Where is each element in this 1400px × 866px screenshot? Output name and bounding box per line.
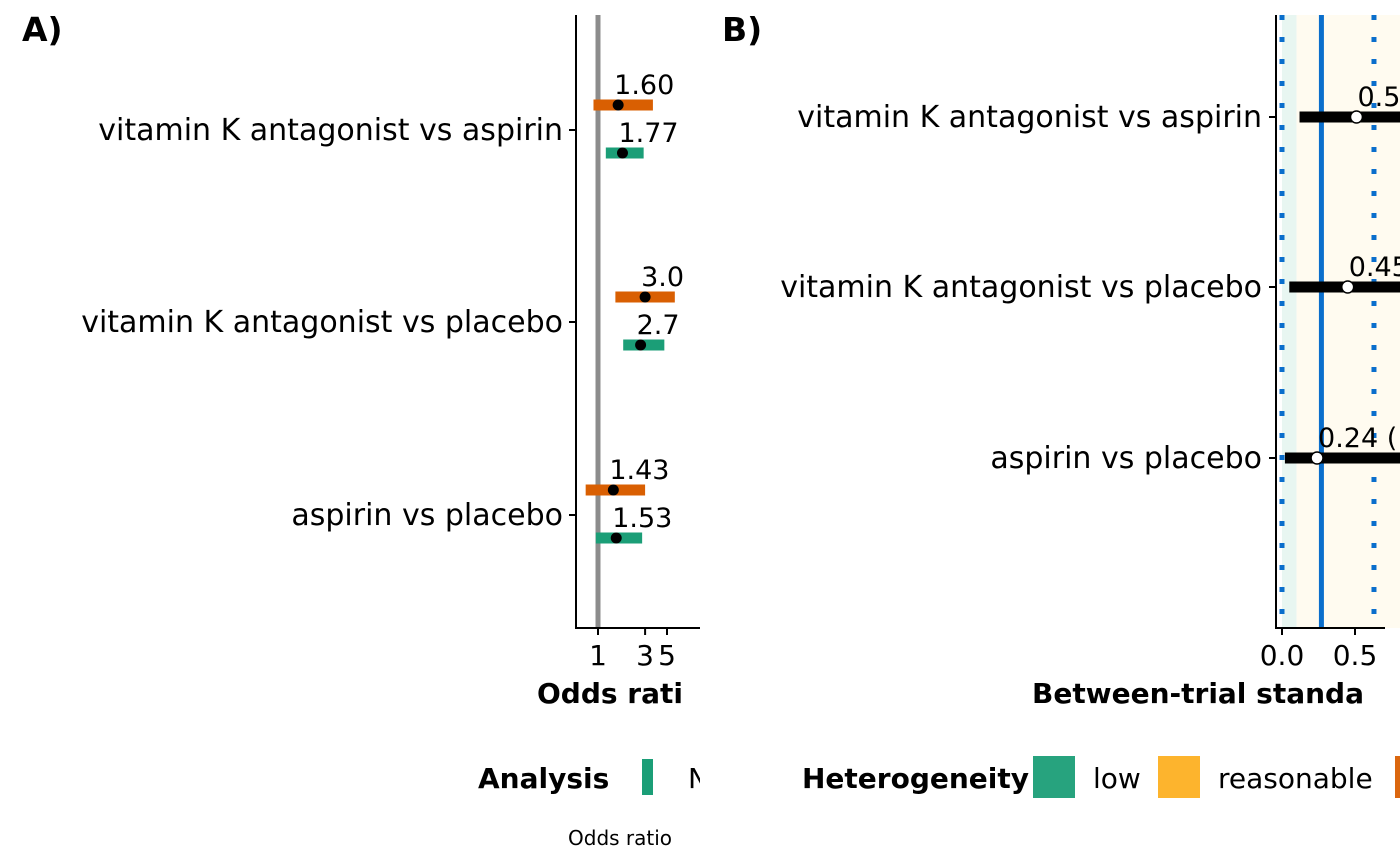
panel-a-label: A): [22, 10, 63, 49]
x-tick-label: 1: [589, 639, 607, 672]
estimate-label: 1.43: [609, 455, 669, 486]
legend-swatch: [642, 759, 653, 795]
estimate-label: 3.0: [641, 262, 684, 293]
y-tick-label: aspirin vs placebo: [291, 498, 563, 533]
x-tick-label: 3: [636, 639, 654, 672]
point-estimate: [1310, 451, 1324, 465]
y-tick-label: vitamin K antagonist vs aspirin: [797, 100, 1262, 135]
legend-title: Analysis: [478, 762, 609, 795]
legend-entry-label: N: [688, 762, 700, 795]
x-tick-label: 5: [658, 639, 676, 672]
estimate-label: 0.45: [1349, 252, 1400, 283]
estimate-label: 2.7: [637, 310, 680, 341]
heterogeneity-band: [1296, 15, 1355, 628]
estimate-label: 0.51: [1357, 82, 1400, 113]
point-estimate: [635, 339, 647, 351]
y-tick-label: vitamin K antagonist vs aspirin: [98, 113, 563, 148]
point-estimate: [639, 291, 651, 303]
x-axis-title: Between-trial standa: [1032, 677, 1364, 710]
legend-swatch: [1158, 756, 1200, 798]
legend-title: Heterogeneity: [802, 762, 1029, 795]
estimate-label: 1.53: [612, 503, 672, 534]
x-axis-title: Odds rati: [537, 677, 683, 710]
x-tick-label: 0.0: [1260, 639, 1305, 672]
point-estimate: [607, 484, 619, 496]
panel-a-chart: A) 1.60 3.0 1.43 1.77 2.7 1.53 vitamin K antago…: [22, 10, 700, 795]
legend-swatch: [1033, 756, 1075, 798]
point-estimate: [610, 532, 622, 544]
estimate-label: 1.60: [614, 70, 674, 101]
x-tick-label: 0.5: [1333, 639, 1378, 672]
figure-caption: Odds ratio: [568, 826, 673, 850]
heterogeneity-band: [1282, 15, 1297, 628]
legend-swatch: [1395, 756, 1400, 798]
y-tick-label: vitamin K antagonist vs placebo: [780, 270, 1262, 305]
point-estimate: [616, 147, 628, 159]
legend-entry-label: reasonable: [1218, 762, 1373, 795]
y-tick-label: vitamin K antagonist vs placebo: [81, 305, 563, 340]
legend-entry-label: low: [1093, 762, 1141, 795]
point-estimate: [1349, 110, 1364, 124]
y-tick-label: aspirin vs placebo: [990, 441, 1262, 476]
panel-b-label: B): [722, 10, 762, 49]
estimate-label: 1.77: [618, 118, 678, 149]
point-estimate: [612, 99, 624, 111]
estimate-label: 0.24 (: [1318, 423, 1397, 454]
point-estimate: [1340, 280, 1355, 294]
